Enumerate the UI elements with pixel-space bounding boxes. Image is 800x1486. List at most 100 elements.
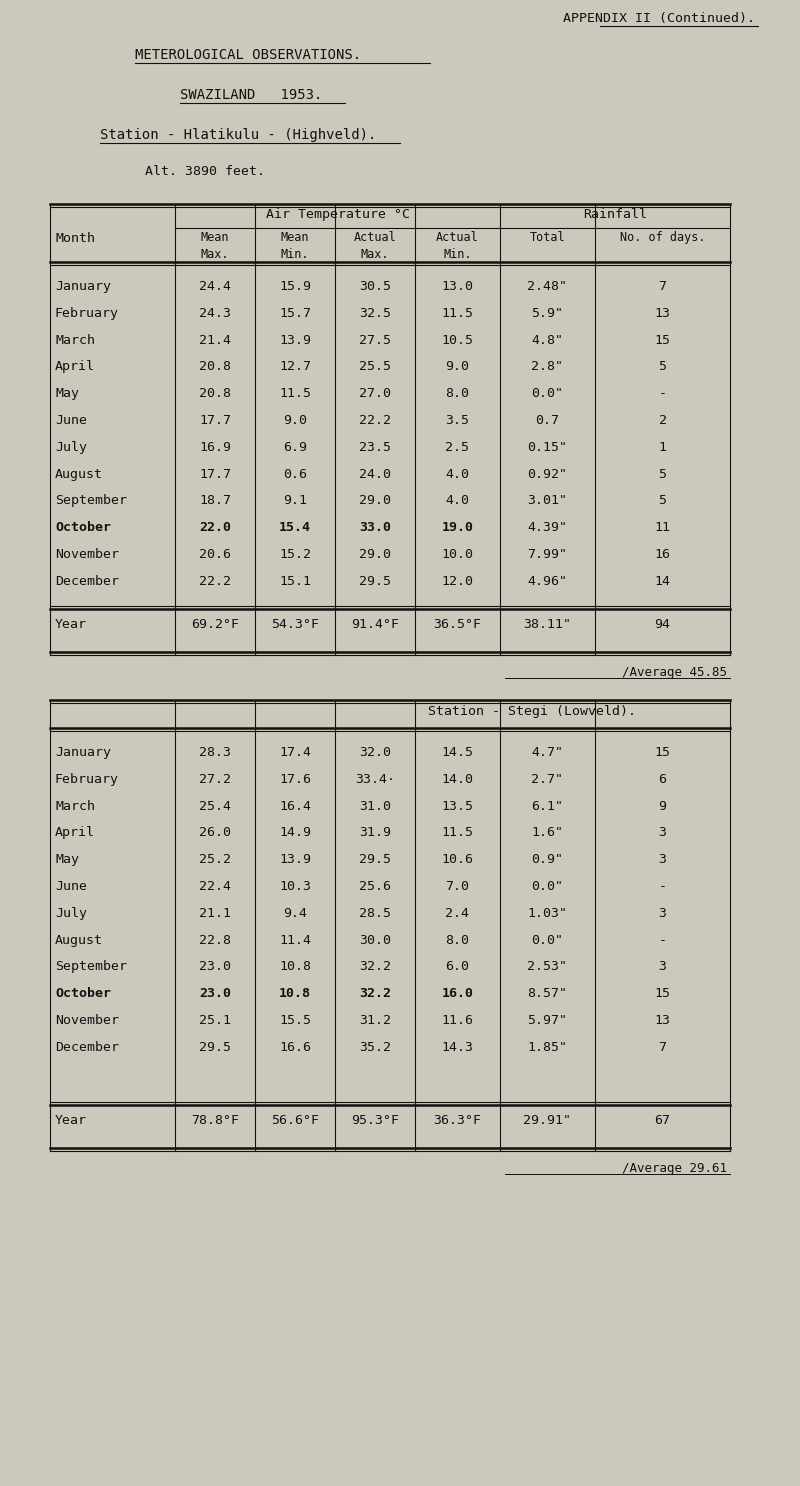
Text: 11.5: 11.5 bbox=[279, 388, 311, 400]
Text: September: September bbox=[55, 495, 127, 507]
Text: 16: 16 bbox=[654, 548, 670, 562]
Text: 15: 15 bbox=[654, 333, 670, 346]
Text: 69.2°F: 69.2°F bbox=[191, 618, 239, 632]
Text: 0.92": 0.92" bbox=[527, 468, 567, 480]
Text: 20.8: 20.8 bbox=[199, 388, 231, 400]
Text: 27.0: 27.0 bbox=[359, 388, 391, 400]
Text: November: November bbox=[55, 1013, 119, 1027]
Text: 67: 67 bbox=[654, 1114, 670, 1126]
Text: 28.3: 28.3 bbox=[199, 746, 231, 759]
Text: 1: 1 bbox=[658, 441, 666, 453]
Text: 36.3°F: 36.3°F bbox=[434, 1114, 482, 1126]
Text: 38.11": 38.11" bbox=[523, 618, 571, 632]
Text: -: - bbox=[658, 933, 666, 947]
Text: 14: 14 bbox=[654, 575, 670, 588]
Text: May: May bbox=[55, 388, 79, 400]
Text: 0.0": 0.0" bbox=[531, 388, 563, 400]
Text: 2.5: 2.5 bbox=[446, 441, 470, 453]
Text: 18.7: 18.7 bbox=[199, 495, 231, 507]
Text: 36.5°F: 36.5°F bbox=[434, 618, 482, 632]
Text: 31.2: 31.2 bbox=[359, 1013, 391, 1027]
Text: 5.97": 5.97" bbox=[527, 1013, 567, 1027]
Text: 9.0: 9.0 bbox=[283, 415, 307, 426]
Text: 14.3: 14.3 bbox=[442, 1040, 474, 1054]
Text: 16.0: 16.0 bbox=[442, 987, 474, 1000]
Text: 15.4: 15.4 bbox=[279, 522, 311, 533]
Text: 3.01": 3.01" bbox=[527, 495, 567, 507]
Text: 32.2: 32.2 bbox=[359, 960, 391, 973]
Text: 28.5: 28.5 bbox=[359, 906, 391, 920]
Text: Actual
Max.: Actual Max. bbox=[354, 230, 396, 262]
Text: 10.0: 10.0 bbox=[442, 548, 474, 562]
Text: 10.6: 10.6 bbox=[442, 853, 474, 866]
Text: 4.8": 4.8" bbox=[531, 333, 563, 346]
Text: 22.0: 22.0 bbox=[199, 522, 231, 533]
Text: Year: Year bbox=[55, 1114, 87, 1126]
Text: 2: 2 bbox=[658, 415, 666, 426]
Text: 4.0: 4.0 bbox=[446, 468, 470, 480]
Text: Mean
Min.: Mean Min. bbox=[281, 230, 310, 262]
Text: 32.5: 32.5 bbox=[359, 306, 391, 319]
Text: 0.9": 0.9" bbox=[531, 853, 563, 866]
Text: 0.15": 0.15" bbox=[527, 441, 567, 453]
Text: June: June bbox=[55, 415, 87, 426]
Text: 29.0: 29.0 bbox=[359, 548, 391, 562]
Text: 15: 15 bbox=[654, 987, 670, 1000]
Text: 17.4: 17.4 bbox=[279, 746, 311, 759]
Text: Mean
Max.: Mean Max. bbox=[201, 230, 230, 262]
Text: July: July bbox=[55, 906, 87, 920]
Text: 0.0": 0.0" bbox=[531, 933, 563, 947]
Text: 13.9: 13.9 bbox=[279, 333, 311, 346]
Text: 15.7: 15.7 bbox=[279, 306, 311, 319]
Text: 7.0: 7.0 bbox=[446, 880, 470, 893]
Text: 10.8: 10.8 bbox=[279, 960, 311, 973]
Text: 15.1: 15.1 bbox=[279, 575, 311, 588]
Text: 29.5: 29.5 bbox=[199, 1040, 231, 1054]
Text: -: - bbox=[658, 880, 666, 893]
Text: 0.0": 0.0" bbox=[531, 880, 563, 893]
Text: 26.0: 26.0 bbox=[199, 826, 231, 840]
Text: 24.4: 24.4 bbox=[199, 279, 231, 293]
Text: Alt. 3890 feet.: Alt. 3890 feet. bbox=[145, 165, 265, 178]
Text: 21.1: 21.1 bbox=[199, 906, 231, 920]
Text: /Average 29.61: /Average 29.61 bbox=[622, 1162, 727, 1175]
Text: 22.8: 22.8 bbox=[199, 933, 231, 947]
Text: 5: 5 bbox=[658, 361, 666, 373]
Text: 11.6: 11.6 bbox=[442, 1013, 474, 1027]
Text: October: October bbox=[55, 987, 111, 1000]
Text: 1.6": 1.6" bbox=[531, 826, 563, 840]
Text: 30.0: 30.0 bbox=[359, 933, 391, 947]
Text: 25.5: 25.5 bbox=[359, 361, 391, 373]
Text: 8.0: 8.0 bbox=[446, 933, 470, 947]
Text: 94: 94 bbox=[654, 618, 670, 632]
Text: 35.2: 35.2 bbox=[359, 1040, 391, 1054]
Text: /Average 45.85: /Average 45.85 bbox=[622, 666, 727, 679]
Text: 16.4: 16.4 bbox=[279, 799, 311, 813]
Text: April: April bbox=[55, 361, 95, 373]
Text: 24.0: 24.0 bbox=[359, 468, 391, 480]
Text: 13.0: 13.0 bbox=[442, 279, 474, 293]
Text: 11.4: 11.4 bbox=[279, 933, 311, 947]
Text: 32.0: 32.0 bbox=[359, 746, 391, 759]
Text: 25.1: 25.1 bbox=[199, 1013, 231, 1027]
Text: 13: 13 bbox=[654, 306, 670, 319]
Text: Year: Year bbox=[55, 618, 87, 632]
Text: 17.7: 17.7 bbox=[199, 415, 231, 426]
Text: Station - Stegi (Lowveld).: Station - Stegi (Lowveld). bbox=[429, 704, 637, 718]
Text: June: June bbox=[55, 880, 87, 893]
Text: 1.03": 1.03" bbox=[527, 906, 567, 920]
Text: 2.48": 2.48" bbox=[527, 279, 567, 293]
Text: 2.53": 2.53" bbox=[527, 960, 567, 973]
Text: 17.6: 17.6 bbox=[279, 773, 311, 786]
Text: 9.4: 9.4 bbox=[283, 906, 307, 920]
Text: 13: 13 bbox=[654, 1013, 670, 1027]
Text: Rainfall: Rainfall bbox=[583, 208, 647, 221]
Text: December: December bbox=[55, 1040, 119, 1054]
Text: April: April bbox=[55, 826, 95, 840]
Text: 0.7: 0.7 bbox=[535, 415, 559, 426]
Text: 91.4°F: 91.4°F bbox=[351, 618, 399, 632]
Text: 17.7: 17.7 bbox=[199, 468, 231, 480]
Text: 13.9: 13.9 bbox=[279, 853, 311, 866]
Text: 78.8°F: 78.8°F bbox=[191, 1114, 239, 1126]
Text: 4.39": 4.39" bbox=[527, 522, 567, 533]
